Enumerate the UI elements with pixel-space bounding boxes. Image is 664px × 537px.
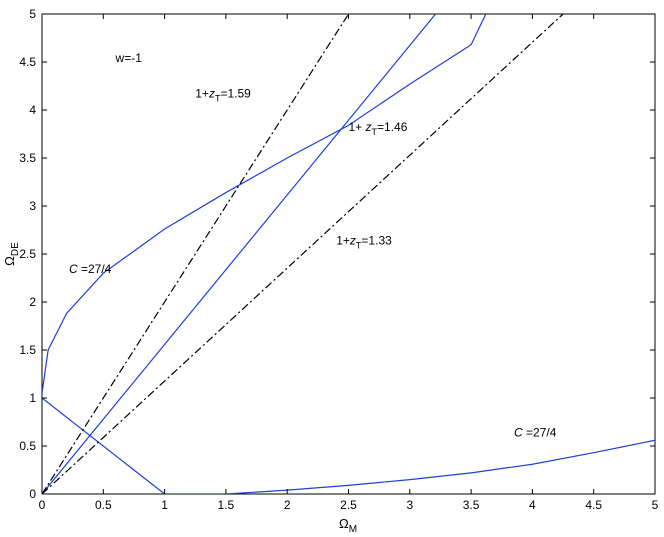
annotation-2: 1+zT=1.59 — [195, 87, 251, 104]
annotation-1: w=-1 — [115, 51, 143, 65]
x-tick-label: 1 — [161, 498, 168, 512]
series-line-5 — [42, 14, 350, 494]
x-tick-label: 0 — [39, 498, 46, 512]
series-line-3 — [42, 14, 437, 494]
y-tick-label: 3.5 — [19, 151, 36, 165]
annotations: w=-1 1+zT=1.59 1+ zT=1.46 1+zT=1.33 C =27/4 C… — [69, 51, 557, 439]
annotation-4: 1+zT=1.33 — [336, 233, 392, 250]
plot-area — [41, 13, 656, 495]
y-axis-label: ΩDE — [2, 242, 21, 266]
series-line-4 — [42, 397, 165, 494]
y-tick-label: 4 — [29, 103, 36, 117]
y-tick-label: 5 — [29, 7, 36, 21]
series-line-1 — [42, 14, 487, 394]
y-tick-label: 2 — [29, 295, 36, 309]
series-line-2 — [164, 439, 655, 494]
x-tick-label: 1.5 — [218, 498, 235, 512]
y-tick-label: 0.5 — [19, 439, 36, 453]
axes-frame — [41, 13, 656, 495]
y-tick-label: 2.5 — [19, 247, 36, 261]
y-tick-label: 0 — [29, 487, 36, 501]
annotation-6: C =27/4 — [514, 425, 557, 439]
x-tick-label: 4.5 — [585, 498, 602, 512]
x-tick-label: 2.5 — [340, 498, 357, 512]
y-tick-label: 3 — [29, 199, 36, 213]
y-tick-label: 4.5 — [19, 55, 36, 69]
x-tick-label: 3 — [406, 498, 413, 512]
y-tick-label: 1.5 — [19, 343, 36, 357]
annotation-3: 1+ zT=1.46 — [349, 120, 408, 137]
y-tick-label: 1 — [29, 391, 36, 405]
x-axis-label: ΩM — [339, 516, 357, 535]
x-tick-label: 5 — [652, 498, 659, 512]
x-tick-label: 2 — [284, 498, 291, 512]
x-tick-label: 0.5 — [95, 498, 112, 512]
series-line-6 — [42, 14, 564, 494]
annotation-5: C =27/4 — [69, 262, 112, 276]
x-tick-label: 3.5 — [463, 498, 480, 512]
x-tick-label: 4 — [529, 498, 536, 512]
axis-ticks: 0 0.5 1 1.5 2 2.5 3 3.5 4 4.5 5 0 0.5 1 1.5 2 2.5 3 3.5 4 4.… — [19, 7, 658, 512]
